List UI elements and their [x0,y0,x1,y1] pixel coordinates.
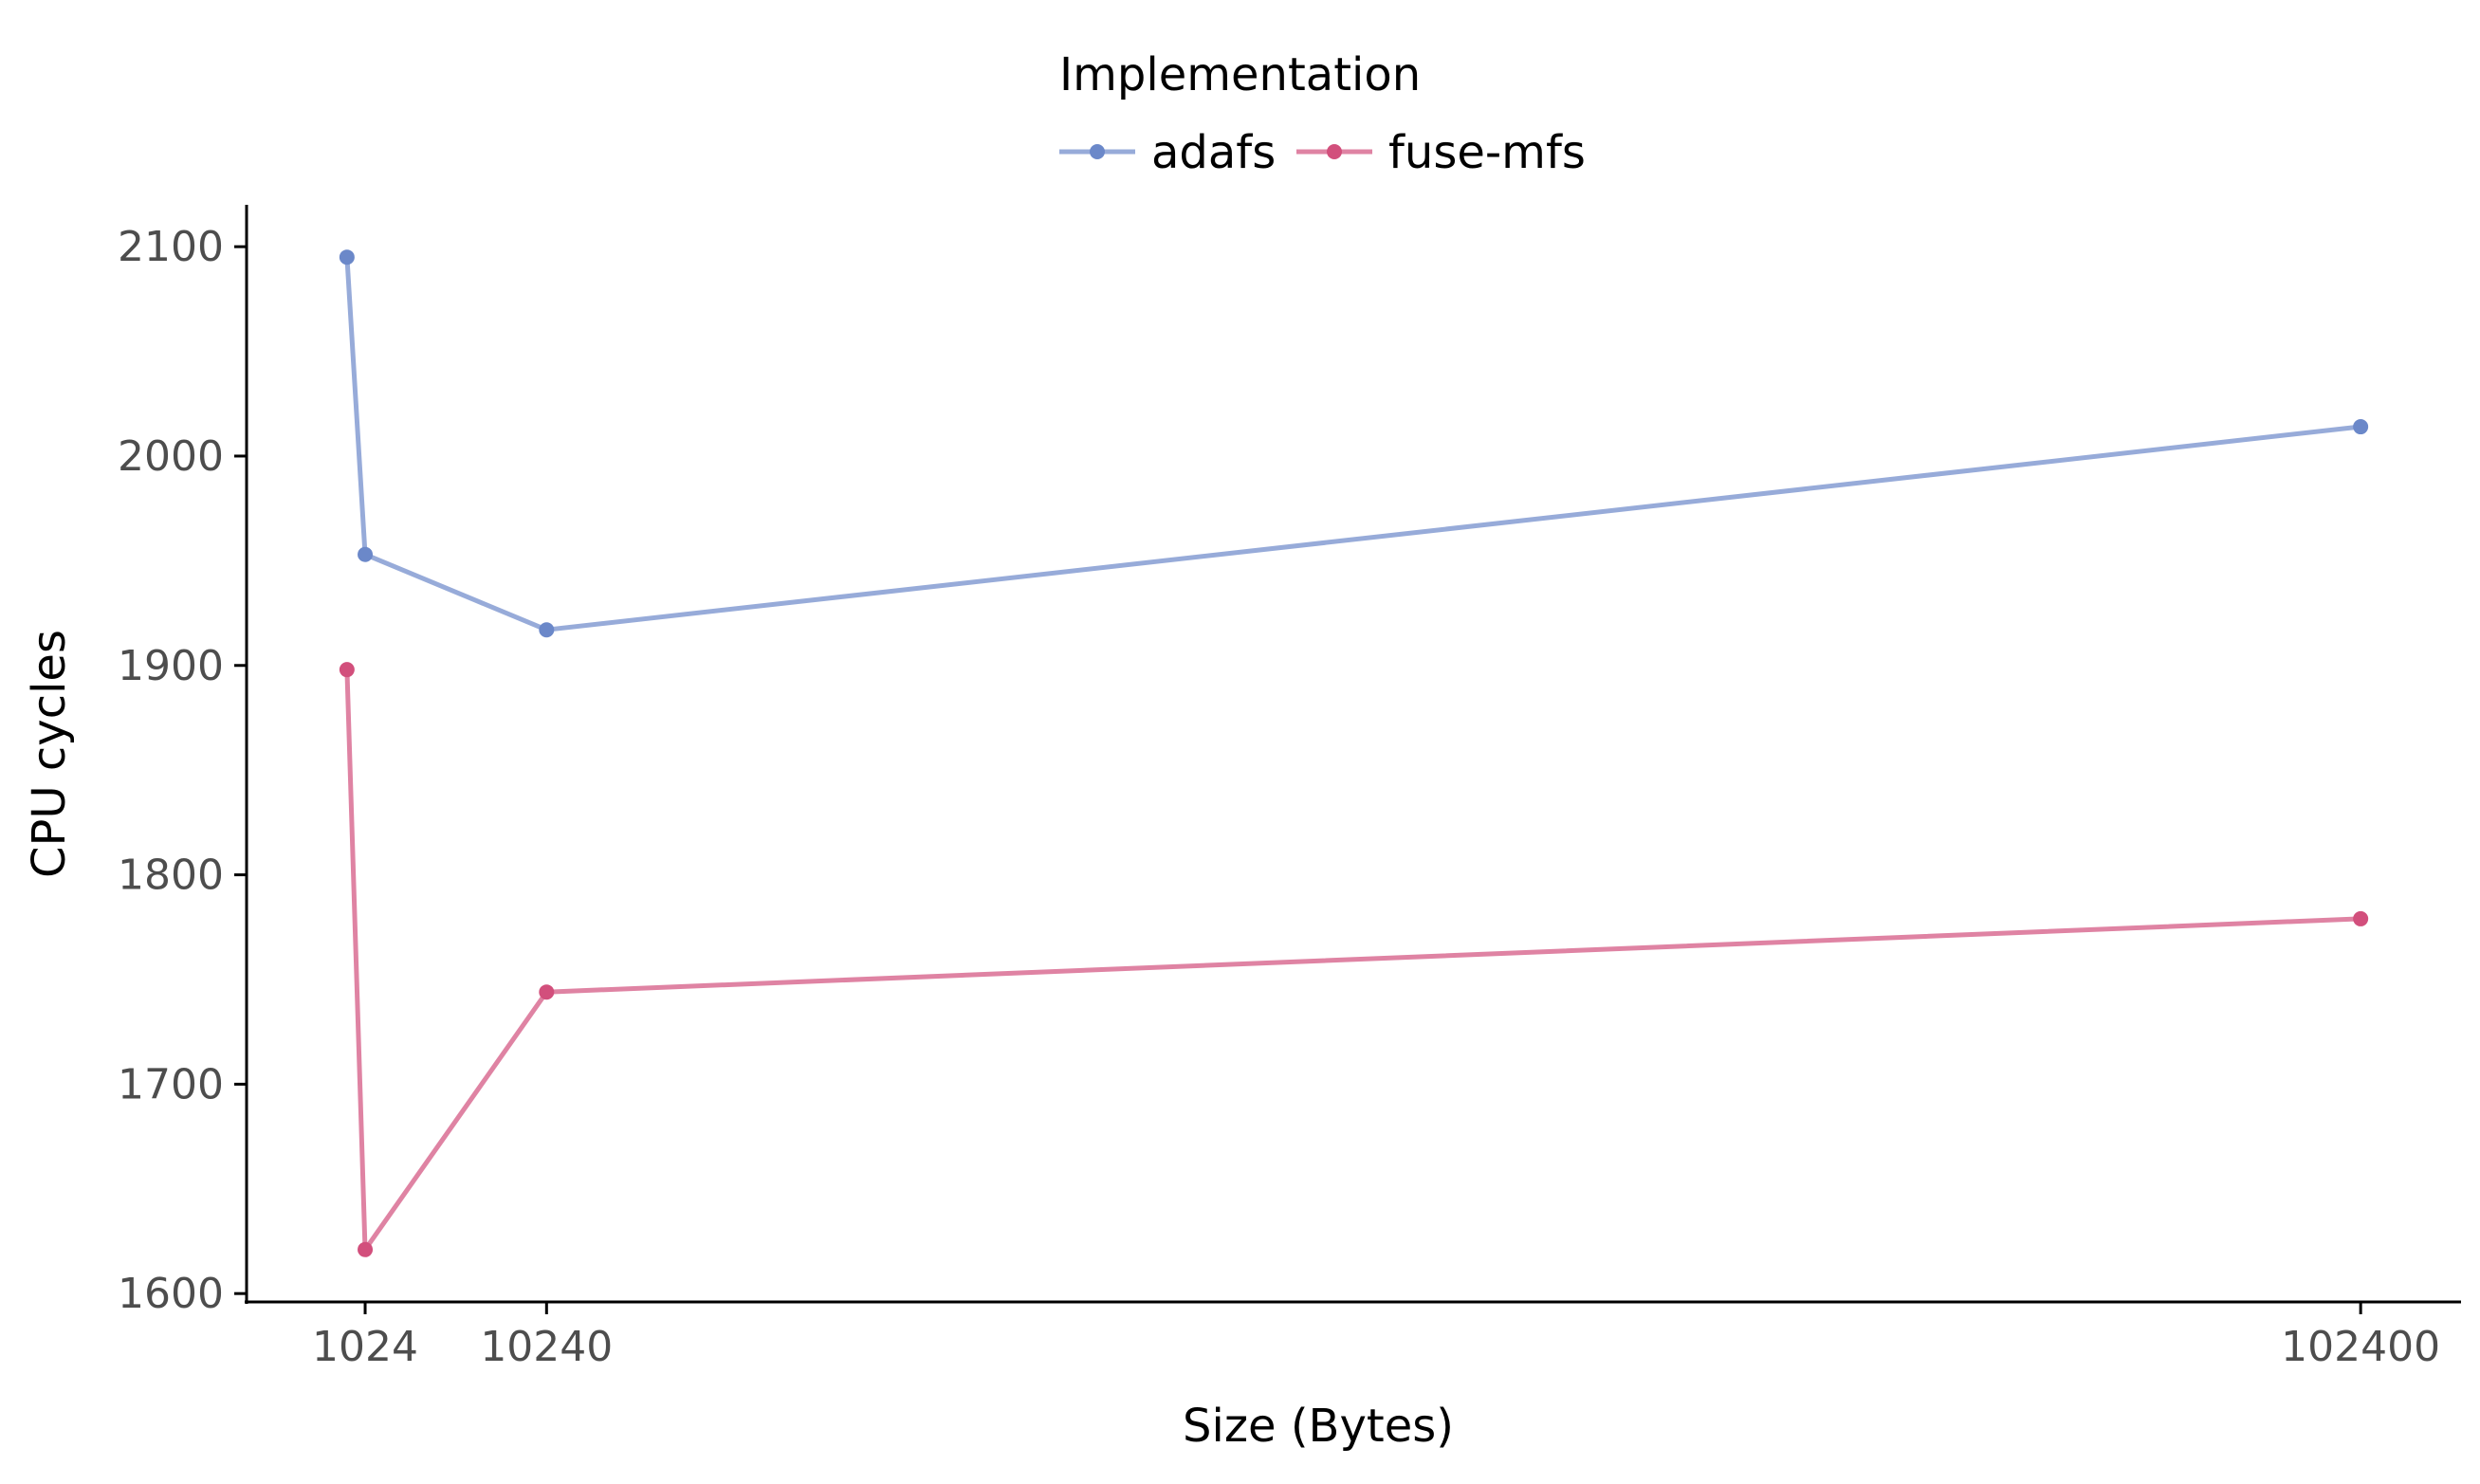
legend-title: Implementation [1059,48,1421,101]
legend: Implementation adafs fuse-mfs [1059,48,1586,179]
y-axis-ticks: 1600 1700 1800 1900 2000 2100 [118,223,247,1318]
y-tick-label: 1900 [118,642,224,690]
x-axis-title: Size (Bytes) [1183,1400,1454,1453]
x-tick-label: 1024 [312,1323,418,1371]
series-layer [339,249,2369,1257]
series-line-adafs [344,257,2361,632]
y-tick-label: 2100 [118,223,224,271]
y-axis-title: CPU cycles [23,630,76,878]
y-tick-label: 1700 [118,1060,224,1108]
data-point-fuse-mfs [358,1241,374,1257]
data-point-adafs [358,546,374,562]
data-point-adafs [2353,419,2369,435]
y-tick-label: 1600 [118,1270,224,1318]
x-tick-label: 102400 [2281,1323,2440,1371]
x-axis-ticks: 1024 10240 102400 [312,1302,2440,1371]
legend-label: adafs [1151,126,1276,179]
data-point-fuse-mfs [2353,910,2369,926]
y-tick-label: 1800 [118,852,224,900]
data-point-adafs [339,249,355,266]
legend-label: fuse-mfs [1388,126,1586,179]
data-point-fuse-mfs [539,984,555,1000]
y-tick-label: 2000 [118,432,224,481]
data-point-fuse-mfs [339,662,355,678]
series-line-fuse-mfs [344,669,2361,1253]
legend-key-point [1327,144,1342,159]
axes [245,205,2461,1304]
data-point-adafs [539,622,555,638]
x-tick-label: 10240 [480,1323,613,1371]
legend-key-point [1090,144,1105,159]
